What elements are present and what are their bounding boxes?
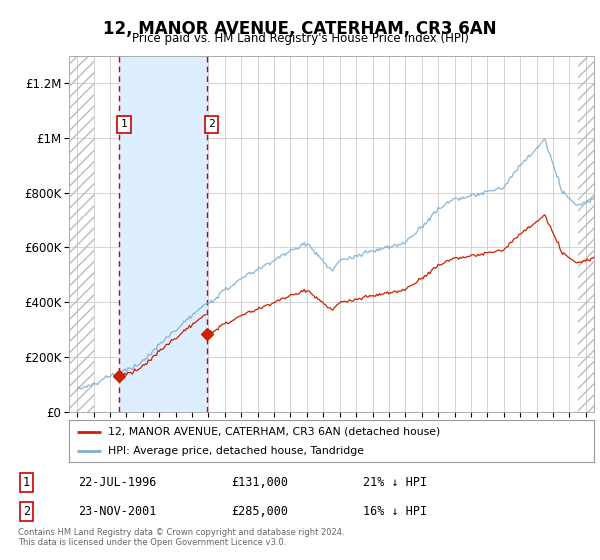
Text: 1: 1	[121, 119, 127, 129]
Text: 12, MANOR AVENUE, CATERHAM, CR3 6AN (detached house): 12, MANOR AVENUE, CATERHAM, CR3 6AN (det…	[109, 427, 440, 437]
Text: 16% ↓ HPI: 16% ↓ HPI	[364, 505, 427, 519]
Text: Contains HM Land Registry data © Crown copyright and database right 2024.
This d: Contains HM Land Registry data © Crown c…	[18, 528, 344, 547]
Text: 1: 1	[23, 475, 30, 489]
Text: Price paid vs. HM Land Registry's House Price Index (HPI): Price paid vs. HM Land Registry's House …	[131, 32, 469, 45]
Text: HPI: Average price, detached house, Tandridge: HPI: Average price, detached house, Tand…	[109, 446, 364, 456]
Text: 23-NOV-2001: 23-NOV-2001	[78, 505, 157, 519]
Text: 12, MANOR AVENUE, CATERHAM, CR3 6AN: 12, MANOR AVENUE, CATERHAM, CR3 6AN	[103, 20, 497, 38]
Bar	[69, 56, 94, 412]
Text: 2: 2	[208, 119, 215, 129]
Text: 21% ↓ HPI: 21% ↓ HPI	[364, 475, 427, 489]
Text: £131,000: £131,000	[231, 475, 288, 489]
Bar	[578, 56, 594, 412]
Text: 22-JUL-1996: 22-JUL-1996	[78, 475, 157, 489]
Text: 2: 2	[23, 505, 30, 519]
Bar	[119, 56, 207, 412]
Text: £285,000: £285,000	[231, 505, 288, 519]
